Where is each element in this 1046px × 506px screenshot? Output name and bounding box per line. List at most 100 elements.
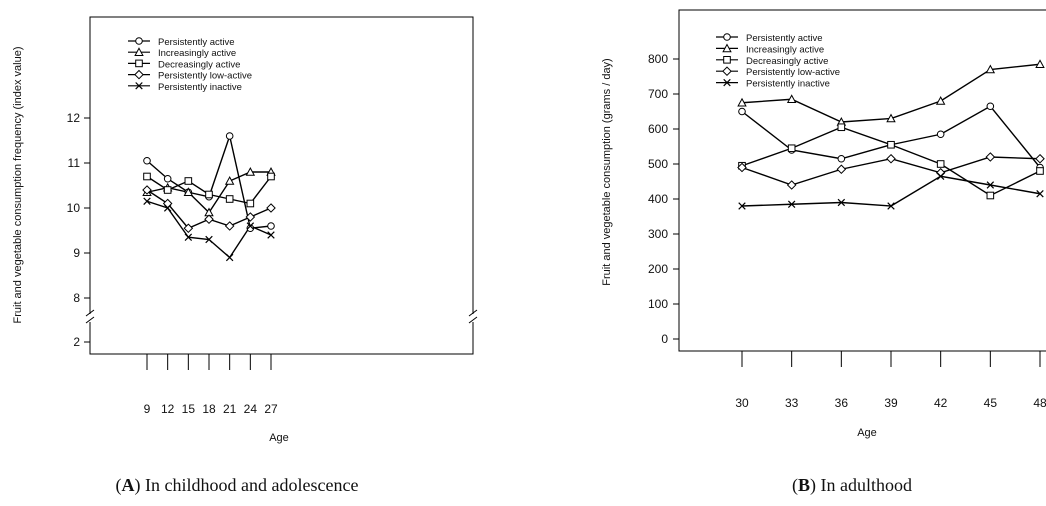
- data-point: [738, 107, 746, 116]
- data-point: [246, 199, 255, 208]
- data-point: [267, 222, 275, 230]
- x-tick-label: 39: [884, 396, 898, 410]
- y-tick-label: 12: [67, 111, 81, 125]
- legend-label: Persistently active: [746, 33, 823, 44]
- x-tick-label: 24: [244, 402, 258, 416]
- legend-label: Increasingly active: [746, 44, 824, 55]
- data-point: [1036, 190, 1044, 198]
- data-point: [204, 214, 214, 225]
- y-tick-label: 200: [648, 262, 668, 276]
- panel-b-caption-text: In adulthood: [816, 475, 912, 495]
- axis-break-mark: [468, 316, 478, 324]
- axis-break-mark: [85, 316, 95, 324]
- data-point: [936, 172, 945, 180]
- y-tick-label: 9: [73, 246, 80, 260]
- legend-marker: [722, 43, 732, 53]
- panel-b-y-axis-label: Fruit and vegetable consumption (grams /…: [601, 58, 613, 285]
- y-tick-label: 10: [67, 201, 81, 215]
- data-point: [183, 187, 194, 197]
- panel-a-x-axis-label: Age: [269, 432, 289, 444]
- data-point: [1035, 59, 1045, 69]
- data-point: [245, 167, 256, 176]
- legend-label: Persistently low-active: [158, 71, 252, 82]
- x-tick-label: 9: [144, 402, 151, 416]
- panel-b-y-ticks: 0 100 200 300 400 500 600 700 800: [648, 52, 679, 346]
- legend-marker: [135, 82, 143, 90]
- legend-label: Persistently low-active: [746, 67, 840, 78]
- x-tick-label: 12: [161, 402, 175, 416]
- data-point: [737, 162, 747, 173]
- legend-label: Persistently inactive: [746, 79, 830, 90]
- legend-marker: [723, 33, 731, 41]
- legend-marker: [723, 56, 731, 64]
- legend-marker: [135, 59, 143, 68]
- data-point: [737, 97, 747, 107]
- legend-label: Increasingly active: [158, 48, 236, 59]
- data-point: [936, 160, 945, 168]
- data-point: [184, 177, 193, 185]
- panel-a-series-lines: [142, 132, 276, 262]
- data-point: [837, 154, 846, 163]
- data-point: [886, 113, 896, 123]
- data-point: [225, 132, 234, 140]
- axis-break-mark: [85, 309, 95, 317]
- data-point: [142, 185, 152, 195]
- panel-a-plot-frame: [89, 16, 474, 355]
- legend-label: Decreasingly active: [746, 56, 828, 67]
- x-tick-label: 21: [223, 402, 237, 416]
- data-point: [183, 223, 194, 234]
- data-point: [887, 202, 895, 210]
- data-point: [267, 231, 275, 239]
- x-tick-label: 27: [264, 402, 278, 416]
- data-point: [224, 221, 235, 231]
- data-point: [786, 180, 797, 190]
- data-point: [205, 235, 213, 244]
- legend-marker: [722, 66, 732, 77]
- x-tick-label: 18: [202, 402, 216, 416]
- panel-b-caption: (B) In adulthood: [792, 475, 912, 496]
- legend-label: Decreasingly active: [158, 59, 240, 70]
- data-point: [163, 174, 172, 183]
- data-point: [886, 153, 896, 164]
- data-point: [245, 212, 256, 222]
- panel-a-axis-break: [80, 309, 480, 324]
- panel-a-caption-text: In childhood and adolescence: [141, 475, 359, 495]
- data-point: [1035, 153, 1045, 164]
- y-tick-label: 2: [73, 335, 80, 349]
- y-tick-label: 0: [661, 332, 668, 346]
- x-tick-label: 45: [984, 396, 998, 410]
- y-tick-label: 100: [648, 297, 668, 311]
- data-point: [986, 191, 995, 200]
- x-tick-label: 15: [182, 402, 196, 416]
- panel-a-x-ticks: 9 12 15 18 21 24 27: [144, 354, 278, 416]
- data-point: [837, 198, 846, 207]
- x-tick-label: 36: [835, 396, 849, 410]
- y-tick-label: 11: [68, 156, 81, 170]
- series-line: [741, 175, 1041, 207]
- data-point: [887, 140, 895, 149]
- x-tick-label: 33: [785, 396, 799, 410]
- legend-marker: [134, 69, 144, 80]
- panel-a-chart: Fruit and vegetable consumption frequenc…: [12, 16, 480, 444]
- panel-b-chart: Fruit and vegetable consumption (grams /…: [601, 9, 1046, 439]
- y-tick-label: 8: [73, 291, 80, 305]
- panel-a-y-axis-label: Fruit and vegetable consumption frequenc…: [12, 47, 24, 324]
- data-point: [163, 186, 172, 194]
- y-tick-label: 600: [648, 122, 668, 136]
- data-point: [985, 64, 996, 74]
- legend-marker: [723, 78, 731, 87]
- panel-a-caption: (A) In childhood and adolescence: [116, 475, 359, 496]
- panel-a-y-ticks: 2 8 9 10 11 12: [67, 111, 90, 349]
- x-tick-label: 48: [1033, 396, 1046, 410]
- data-point: [985, 152, 996, 162]
- data-point: [986, 181, 995, 189]
- data-point: [246, 222, 255, 230]
- data-point: [787, 144, 796, 153]
- data-point: [267, 172, 275, 181]
- panel-b-x-ticks: 30 33 36 39 42 45 48: [735, 351, 1046, 410]
- data-point: [205, 190, 213, 199]
- data-point: [224, 176, 235, 185]
- legend-label: Persistently active: [158, 37, 235, 48]
